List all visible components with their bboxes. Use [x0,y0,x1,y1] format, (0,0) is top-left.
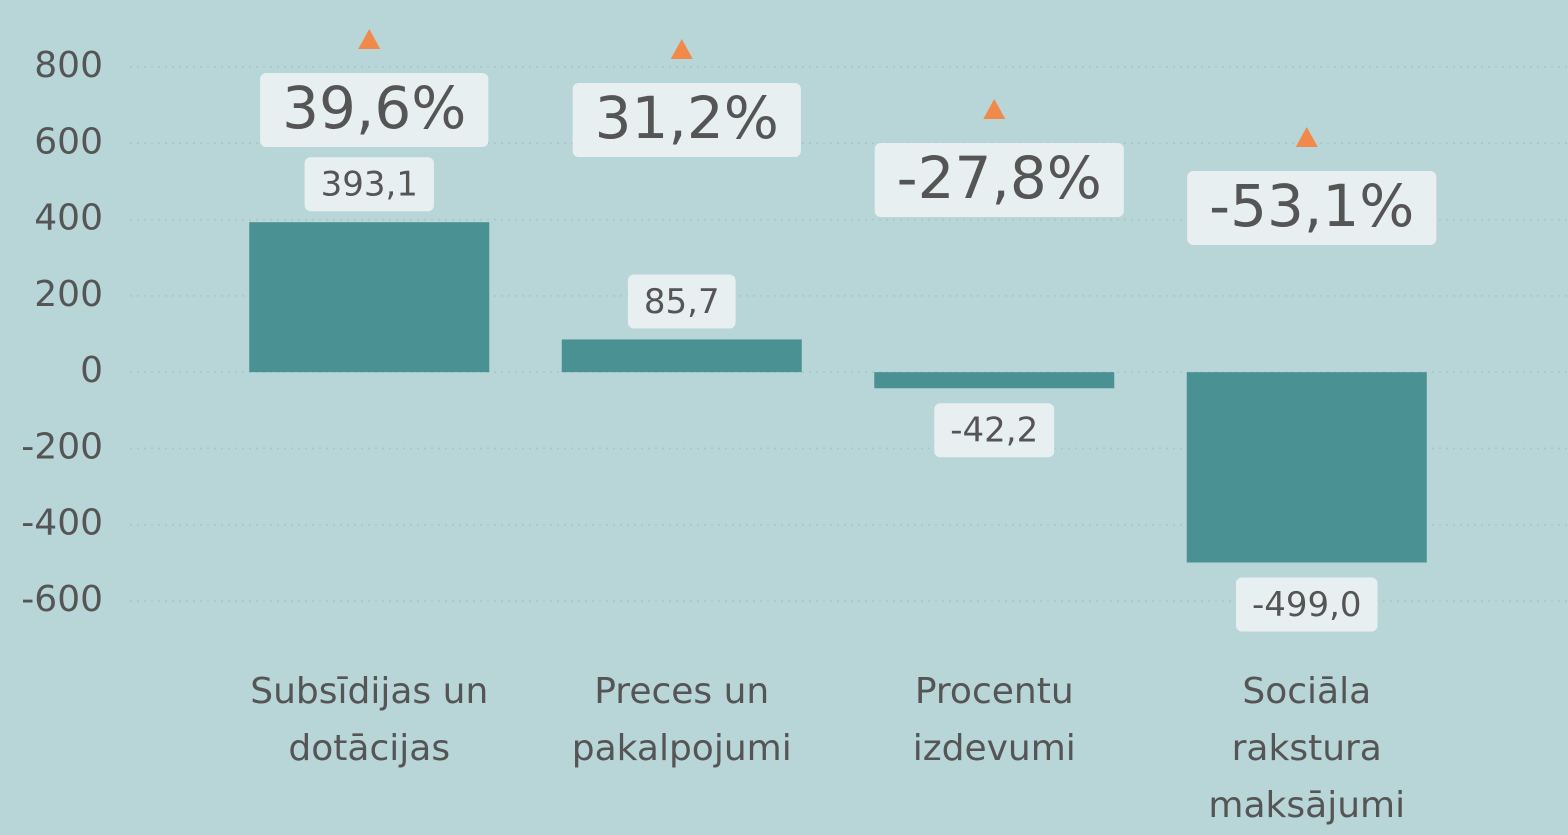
value-label: 393,1 [321,165,418,205]
change-label-group: -53,1% [1187,171,1437,245]
change-label: 39,6% [282,74,466,142]
bar [561,339,802,373]
x-tick-label: Subsīdijas un dotācijas [250,671,488,769]
bar [874,372,1115,389]
value-label-box [627,274,736,329]
value-label-box [304,157,434,212]
y-tick-label: -400 [21,503,103,544]
value-label: 85,7 [644,282,720,322]
bar [249,222,490,373]
y-tick-label: 600 [34,121,103,162]
change-label: -53,1% [1209,172,1414,240]
label-line: Subsīdijas un [250,671,488,712]
label-line: maksājumi [1208,785,1405,826]
x-tick-label: Preces un pakalpojumi [572,671,792,769]
value-label: -499,0 [1252,585,1362,625]
change-arrow [983,99,1006,119]
label-line: izdevumi [913,728,1076,769]
y-tick-label: -600 [21,579,103,620]
change-label-box [260,73,489,147]
bar [1186,372,1427,563]
value-label-box [1235,577,1378,632]
change-label-box [874,143,1124,217]
change-label-group: 39,6% [260,73,489,147]
x-tick-label: Sociāla rakstura maksājumi [1208,671,1405,826]
y-tick-label: -200 [21,426,103,467]
change-label-group: 31,2% [572,83,801,157]
change-arrow [358,29,381,49]
y-tick-label: 200 [34,274,103,315]
value-label: -42,2 [950,411,1038,451]
value-label-box [934,403,1055,458]
change-label-group: -27,8% [874,143,1124,217]
label-line: dotācijas [288,728,450,769]
change-arrow [1295,127,1318,147]
label-line: Procentu [915,671,1074,712]
change-label-box [572,83,801,157]
label-line: Sociāla [1242,671,1371,712]
label-line: pakalpojumi [572,728,792,769]
y-tick-label: 0 [80,350,103,391]
change-label: -27,8% [897,144,1102,212]
label-line: Preces un [594,671,769,712]
value-label-group: -42,2 [934,403,1055,458]
value-label-group: 85,7 [627,274,736,329]
value-label-group: -499,0 [1235,577,1378,632]
change-label-box [1187,171,1437,245]
value-label-group: 393,1 [304,157,434,212]
y-tick-label: 800 [34,45,103,86]
change-arrow [670,39,693,59]
y-tick-label: 400 [34,198,103,239]
x-tick-label: Procentu izdevumi [913,671,1076,769]
label-line: rakstura [1232,728,1382,769]
change-label: 31,2% [595,84,779,152]
